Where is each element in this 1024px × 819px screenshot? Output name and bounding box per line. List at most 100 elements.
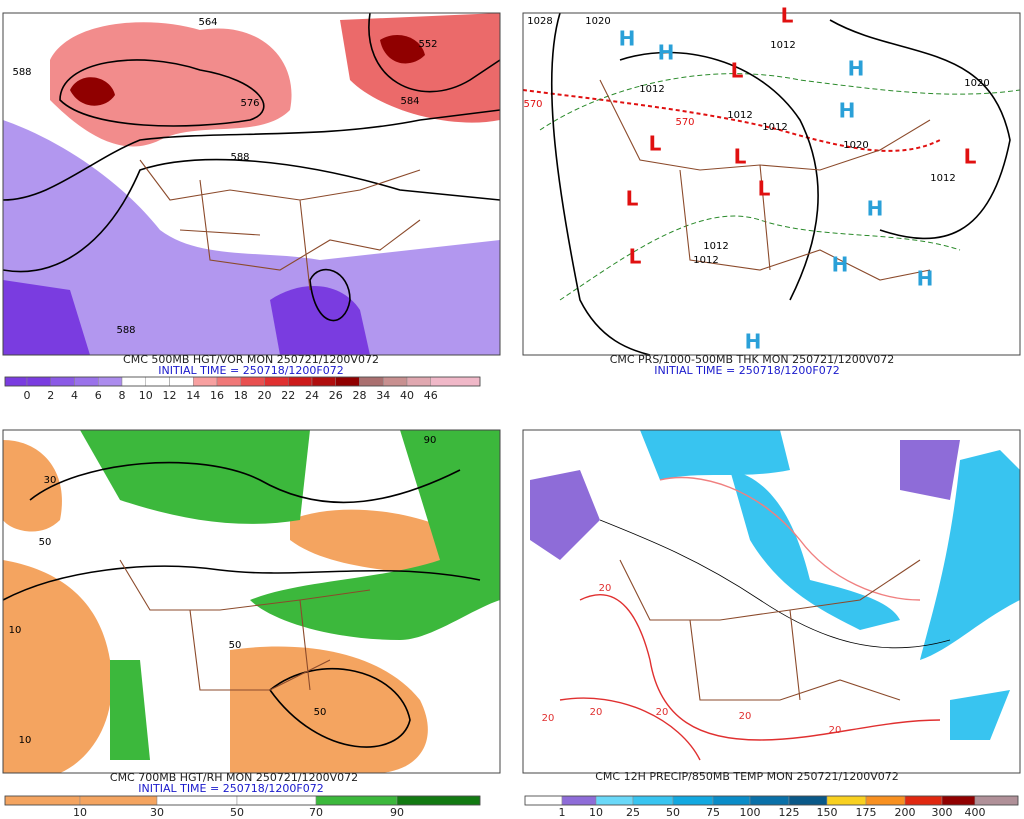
vorticity-fill <box>50 22 292 147</box>
height-contour <box>309 268 351 322</box>
colorbar-swatch <box>74 376 99 387</box>
colorbar-label: 46 <box>424 389 438 402</box>
colorbar-label: 70 <box>309 806 323 819</box>
contour-label: 1020 <box>843 140 868 151</box>
colorbar-label: 10 <box>139 389 153 402</box>
colorbar-swatch <box>595 795 634 806</box>
colorbar-swatch <box>430 376 481 387</box>
colorbar-swatch <box>236 795 317 806</box>
colorbar-swatch <box>216 376 241 387</box>
colorbar-label: 20 <box>258 389 272 402</box>
contour-label: 588 <box>116 325 135 336</box>
colorbar-swatch <box>712 795 751 806</box>
colorbar-label: 50 <box>230 806 244 819</box>
contour-label: 10 <box>9 625 22 636</box>
colorbar-frame <box>4 795 481 806</box>
precip-fill <box>900 440 960 500</box>
colorbar-swatch <box>561 795 597 806</box>
rh-fill <box>250 430 500 640</box>
colorbar-swatch <box>524 795 563 806</box>
pressure-center: L <box>734 145 747 169</box>
pressure-center: L <box>781 4 794 28</box>
precip-fill <box>950 690 1010 740</box>
colorbar-label: 90 <box>390 806 404 819</box>
colorbar-swatch <box>749 795 790 806</box>
colorbar-label: 4 <box>71 389 78 402</box>
contour-label: 20 <box>656 707 669 718</box>
pressure-center: L <box>758 177 771 201</box>
height-contour <box>268 668 411 748</box>
colorbar-swatch <box>240 376 265 387</box>
colorbar-swatch <box>288 376 313 387</box>
height-contour <box>29 461 461 504</box>
state-borders <box>599 79 931 281</box>
colorbar-label: 25 <box>626 806 640 819</box>
colorbar-swatch <box>904 795 943 806</box>
rh-fill <box>3 560 112 773</box>
colorbar-label: 300 <box>932 806 953 819</box>
colorbar-swatch <box>4 376 28 387</box>
precip-fill <box>640 430 790 480</box>
panel-precip: CMC 12H PRECIP/850MB TEMP MON 250721/120… <box>522 429 1021 783</box>
colorbar-swatch <box>50 376 75 387</box>
map-area <box>523 13 1020 355</box>
state-borders <box>139 159 421 291</box>
contour-label: 20 <box>590 707 603 718</box>
panel-humidity: CMC 700MB HGT/RH MON 250721/1200V072 INI… <box>2 429 501 795</box>
colorbar-swatch <box>335 376 360 387</box>
contour-label: 50 <box>314 707 327 718</box>
colorbar-swatch <box>396 795 481 806</box>
colorbar-label: 12 <box>163 389 177 402</box>
initial-time: INITIAL TIME = 250718/1200F072 <box>158 364 343 377</box>
pressure-center: L <box>629 245 642 269</box>
thickness-contour <box>559 215 961 301</box>
pressure-center: H <box>658 41 675 65</box>
pressure-center: H <box>745 330 762 354</box>
isobar <box>829 19 1011 240</box>
contour-label: 584 <box>400 96 419 107</box>
pressure-center: H <box>848 57 865 81</box>
rh-fill <box>230 646 428 773</box>
panel-caption: CMC 500MB HGT/VOR MON 250721/1200V072 <box>123 353 379 366</box>
colorbar-swatch <box>788 795 828 806</box>
rh-fill <box>3 440 62 532</box>
map-frame <box>522 12 1021 356</box>
panel-caption: CMC 12H PRECIP/850MB TEMP MON 250721/120… <box>595 770 899 783</box>
colorbar-swatch <box>383 376 408 387</box>
panel-caption: CMC 700MB HGT/RH MON 250721/1200V072 <box>110 771 358 784</box>
isobar <box>550 12 651 356</box>
contour-label: 20 <box>739 711 752 722</box>
pressure-center: L <box>649 132 662 156</box>
height-contour <box>2 565 481 601</box>
map-frame <box>2 12 501 356</box>
contour-label: 1012 <box>762 122 787 133</box>
colorbar-label: 26 <box>329 389 343 402</box>
contour-label: 570 <box>675 117 694 128</box>
contour-label: 20 <box>599 583 612 594</box>
colorbar-label: 34 <box>376 389 390 402</box>
colorbar-swatch <box>406 376 431 387</box>
colorbar-swatch <box>193 376 218 387</box>
contour-label: 1028 <box>527 16 552 27</box>
colorbar-label: 22 <box>281 389 295 402</box>
isobar <box>619 51 819 301</box>
pressure-center: L <box>626 187 639 211</box>
pressure-center: L <box>731 59 744 83</box>
contour-label: 20 <box>542 713 555 724</box>
contour-label: 1012 <box>727 110 752 121</box>
pressure-center: H <box>839 99 856 123</box>
rh-fill <box>290 509 470 580</box>
colorbar-label: 1 <box>559 806 566 819</box>
pressure-center: L <box>964 145 977 169</box>
precip-fill <box>730 470 900 630</box>
colorbar-label: 2 <box>47 389 54 402</box>
colorbar-swatch <box>974 795 1019 806</box>
colorbar-label: 0 <box>24 389 31 402</box>
colorbar-swatch <box>169 376 194 387</box>
vorticity-fill <box>340 13 500 123</box>
colorbar-swatch <box>359 376 384 387</box>
vorticity-fill <box>380 35 425 64</box>
colorbar-label: 200 <box>895 806 916 819</box>
